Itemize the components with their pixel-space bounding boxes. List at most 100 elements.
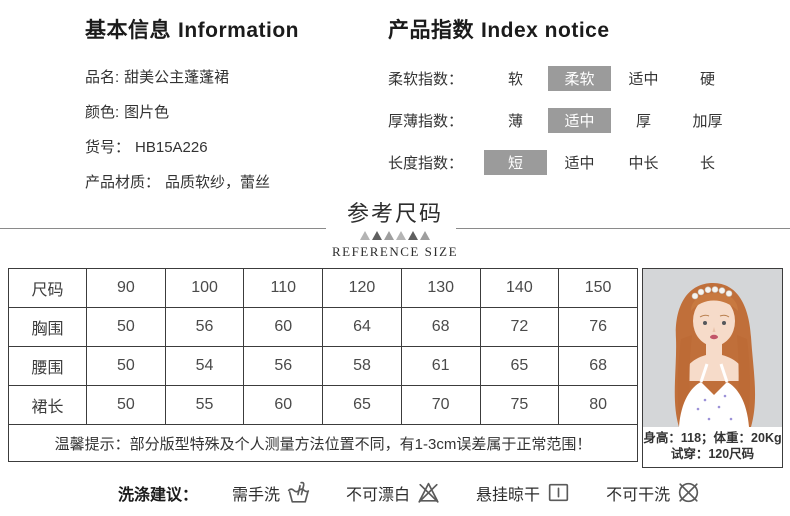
field-value: 图片色 xyxy=(124,104,170,121)
index-option: 薄 xyxy=(507,113,523,130)
reference-size-header: 参考尺码 REFERENCE SIZE xyxy=(0,196,790,260)
index-row-label: 长度指数： xyxy=(388,155,464,172)
field-material: 产品材质： 品质软纱，蕾丝 xyxy=(85,171,375,192)
wash-item-no-bleach: 不可漂白 xyxy=(346,479,442,506)
field-label: 品名: xyxy=(85,69,120,86)
product-index-title-cn: 产品指数 xyxy=(388,19,474,42)
triangle-icon xyxy=(420,231,430,240)
triangle-ornament-icon xyxy=(0,231,790,241)
product-index-section: 产品指数 Index notice 柔软指数： 软 柔软 适中 硬 厚薄指数： 薄… xyxy=(388,14,748,192)
table-header-cell: 裙长 xyxy=(8,385,87,425)
table-cell: 90 xyxy=(86,268,166,308)
field-label: 产品材质： xyxy=(85,174,161,191)
index-row-label: 柔软指数： xyxy=(388,71,464,88)
wash-item-text: 悬挂晾干 xyxy=(476,486,541,504)
table-cell: 64 xyxy=(322,307,402,347)
table-row-waist: 腰围 50 54 56 58 61 65 68 xyxy=(8,346,638,386)
field-color: 颜色: 图片色 xyxy=(85,101,375,122)
basic-info-title-cn: 基本信息 xyxy=(85,19,171,42)
table-cell: 70 xyxy=(400,385,481,425)
table-cell: 55 xyxy=(164,385,245,425)
index-option: 适中 xyxy=(564,155,595,172)
table-row-skirt-length: 裙长 50 55 60 65 70 75 80 xyxy=(8,385,638,425)
table-cell: 76 xyxy=(558,307,638,347)
table-cell: 60 xyxy=(243,307,324,347)
table-cell: 80 xyxy=(558,385,638,425)
index-option: 硬 xyxy=(699,71,715,88)
table-cell: 140 xyxy=(479,268,560,308)
table-cell: 130 xyxy=(400,268,481,308)
size-table: 尺码 90 100 110 120 130 140 150 胸围 50 56 6… xyxy=(8,268,638,462)
index-option: 长 xyxy=(699,155,715,172)
size-note: 温馨提示：部分版型特殊及个人测量方法位置不同，有1-3cm误差属于正常范围！ xyxy=(8,424,638,462)
index-option: 适中 xyxy=(628,71,659,88)
product-index-title: 产品指数 Index notice xyxy=(388,14,748,44)
table-cell: 72 xyxy=(479,307,560,347)
wash-item-text: 需手洗 xyxy=(232,486,281,504)
reference-size-title-cn: 参考尺码 xyxy=(346,201,443,226)
hand-wash-icon xyxy=(287,481,310,503)
field-value: 甜美公主蓬蓬裙 xyxy=(124,69,230,86)
field-label: 货号： xyxy=(85,139,131,156)
model-panel: 身高：118；体重：20Kg 试穿：120尺码 xyxy=(642,268,783,468)
model-stats-line1: 身高：118；体重：20Kg xyxy=(643,431,782,445)
index-option-selected: 柔软 xyxy=(548,66,611,91)
triangle-icon xyxy=(408,231,418,240)
washing-label: 洗涤建议： xyxy=(118,486,199,504)
reference-size-title-en: REFERENCE SIZE xyxy=(331,244,459,259)
index-row-length: 长度指数： 短 适中 中长 长 xyxy=(388,150,748,175)
wash-item-hang-dry: 悬挂晾干 xyxy=(476,479,572,506)
field-value: 品质软纱，蕾丝 xyxy=(165,174,271,191)
index-row-softness: 柔软指数： 软 柔软 适中 硬 xyxy=(388,66,748,91)
table-row-note: 温馨提示：部分版型特殊及个人测量方法位置不同，有1-3cm误差属于正常范围！ xyxy=(8,424,638,462)
triangle-icon xyxy=(372,231,382,240)
index-option: 加厚 xyxy=(692,113,723,130)
table-header-cell: 尺码 xyxy=(8,268,87,308)
table-row-sizes: 尺码 90 100 110 120 130 140 150 xyxy=(8,268,638,308)
hang-dry-icon xyxy=(548,483,569,502)
divider-line-left xyxy=(0,228,326,229)
table-cell: 150 xyxy=(558,268,638,308)
basic-info-title-en: Information xyxy=(178,19,299,42)
table-cell: 56 xyxy=(164,307,245,347)
table-cell: 60 xyxy=(243,385,324,425)
triangle-icon xyxy=(396,231,406,240)
table-cell: 68 xyxy=(558,346,638,386)
wash-item-text: 不可漂白 xyxy=(346,486,411,504)
table-cell: 61 xyxy=(400,346,481,386)
basic-info-section: 基本信息 Information 品名: 甜美公主蓬蓬裙 颜色: 图片色 货号： HB1… xyxy=(85,14,375,206)
wash-item-text: 不可干洗 xyxy=(606,486,671,504)
index-option: 厚 xyxy=(635,113,651,130)
wash-item-no-dry-clean: 不可干洗 xyxy=(606,479,702,506)
table-cell: 110 xyxy=(243,268,324,308)
table-cell: 50 xyxy=(86,346,166,386)
triangle-icon xyxy=(360,231,370,240)
table-cell: 75 xyxy=(479,385,560,425)
field-label: 颜色: xyxy=(85,104,120,121)
table-row-chest: 胸围 50 56 60 64 68 72 76 xyxy=(8,307,638,347)
table-cell: 120 xyxy=(322,268,402,308)
no-dry-clean-icon xyxy=(678,482,699,503)
table-header-cell: 腰围 xyxy=(8,346,87,386)
index-option: 软 xyxy=(507,71,523,88)
girl-model-photo xyxy=(643,269,782,427)
model-stats-line2: 试穿：120尺码 xyxy=(670,447,755,461)
table-cell: 56 xyxy=(243,346,324,386)
index-option-selected: 适中 xyxy=(548,108,611,133)
product-index-title-en: Index notice xyxy=(481,19,610,42)
table-cell: 50 xyxy=(86,385,166,425)
wash-item-hand-wash: 需手洗 xyxy=(232,479,312,506)
field-item-number: 货号： HB15A226 xyxy=(85,136,375,157)
no-bleach-icon xyxy=(418,482,439,503)
index-row-thickness: 厚薄指数： 薄 适中 厚 加厚 xyxy=(388,108,748,133)
table-cell: 50 xyxy=(86,307,166,347)
washing-suggestions: 洗涤建议： 需手洗 不可漂白 悬挂晾干 xyxy=(118,479,702,506)
table-cell: 100 xyxy=(164,268,245,308)
field-product-name: 品名: 甜美公主蓬蓬裙 xyxy=(85,66,375,87)
table-cell: 65 xyxy=(479,346,560,386)
table-cell: 58 xyxy=(322,346,402,386)
index-option: 中长 xyxy=(628,155,659,172)
index-row-label: 厚薄指数： xyxy=(388,113,464,130)
triangle-icon xyxy=(384,231,394,240)
